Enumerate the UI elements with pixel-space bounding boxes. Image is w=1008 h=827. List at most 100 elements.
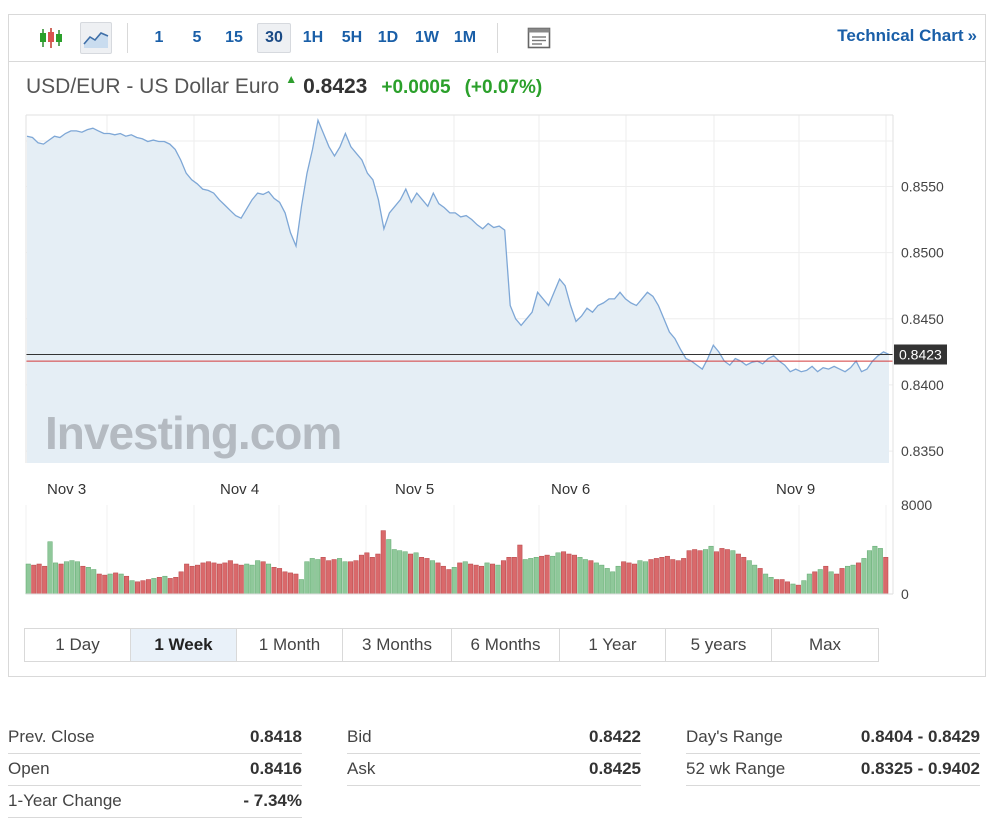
arrow-up-icon: ▲ [285, 72, 298, 86]
volume-bar [479, 565, 485, 595]
volume-bar [113, 572, 119, 595]
interval-button-1w[interactable]: 1W [415, 29, 439, 46]
last-price: 0.8423 [303, 75, 368, 98]
volume-bar [287, 572, 293, 595]
volume-bar [440, 565, 446, 595]
volume-y-tick-label: 8000 [901, 497, 932, 513]
volume-bar [746, 560, 752, 595]
price-chart[interactable]: Investing.com 0.8550 0.8500 0.8450 0.8400 0.8… [9, 15, 985, 615]
volume-bar [544, 554, 550, 595]
volume-bar [686, 550, 692, 595]
volume-bar [610, 571, 616, 595]
area-chart-icon[interactable] [80, 22, 112, 54]
volume-bar [599, 564, 605, 595]
volume-bar [31, 564, 37, 595]
volume-bar [25, 563, 31, 595]
volume-bar [331, 559, 337, 595]
candlestick-icon[interactable] [35, 22, 67, 54]
interval-button-15[interactable]: 15 [225, 29, 243, 46]
volume-bar [845, 565, 851, 595]
stat-label: 1-Year Change [8, 791, 122, 810]
stat-label: Day's Range [686, 727, 783, 746]
volume-bar [42, 565, 48, 595]
technical-chart-link[interactable]: Technical Chart» [837, 26, 977, 46]
volume-bar [577, 557, 583, 595]
panel-icon[interactable] [523, 22, 555, 54]
volume-bar [348, 561, 354, 595]
range-tab-6-months[interactable]: 6 Months [452, 629, 560, 661]
volume-bar [839, 568, 845, 595]
x-tick-label: Nov 9 [776, 481, 815, 498]
interval-button-30[interactable]: 30 [257, 23, 291, 53]
instrument-name: USD/EUR - US Dollar Euro [26, 75, 280, 98]
volume-bar [703, 549, 709, 595]
stat-row: 52 wk Range 0.8325 - 0.9402 [686, 754, 980, 786]
volume-bar [304, 561, 310, 595]
y-tick-label: 0.8350 [901, 443, 944, 459]
volume-bar [642, 561, 648, 595]
stat-label: 52 wk Range [686, 759, 786, 778]
volume-bar [866, 550, 872, 595]
chart-toolbar: 1 5 15 30 1H 5H 1D 1W 1M Technical Chart» [9, 15, 985, 62]
volume-bar [582, 559, 588, 595]
volume-bar [320, 557, 326, 595]
volume-bar [364, 552, 370, 595]
volume-bar [484, 562, 490, 595]
volume-bar [266, 563, 272, 595]
volume-y-tick-label: 0 [901, 586, 909, 602]
volume-bar [555, 552, 561, 595]
volume-bar [189, 565, 195, 595]
range-tab-max[interactable]: Max [808, 635, 842, 654]
volume-bar [604, 568, 610, 595]
volume-bar [134, 581, 140, 595]
volume-bar [69, 560, 75, 595]
stat-row: Bid 0.8422 [347, 722, 641, 754]
volume-bar [462, 561, 468, 595]
volume-bar [500, 560, 506, 595]
volume-bar [47, 541, 53, 595]
volume-bar [386, 539, 392, 595]
interval-button-1[interactable]: 1 [154, 29, 164, 46]
interval-button-1m[interactable]: 1M [453, 29, 477, 46]
volume-bar [293, 573, 299, 595]
volume-bar [380, 530, 386, 595]
stat-row: Day's Range 0.8404 - 0.8429 [686, 722, 980, 754]
interval-button-1h[interactable]: 1H [302, 29, 324, 46]
range-tab-3-months[interactable]: 3 Months [343, 629, 452, 661]
volume-bar [260, 561, 266, 595]
stat-label: Prev. Close [8, 727, 95, 746]
stat-label: Open [8, 759, 50, 778]
volume-bar [724, 549, 730, 595]
volume-bar [337, 558, 343, 595]
volume-bar [156, 577, 162, 595]
stat-value: 0.8418 [250, 727, 302, 746]
volume-bar [167, 578, 173, 595]
stat-row: 1-Year Change - 7.34% [8, 786, 302, 818]
range-tab-5-years[interactable]: 5 years [666, 629, 772, 661]
toolbar-divider [497, 23, 498, 53]
interval-button-5[interactable]: 5 [192, 29, 202, 46]
volume-bar [195, 564, 201, 595]
volume-bar [446, 569, 452, 595]
interval-button-5h[interactable]: 5H [341, 29, 363, 46]
volume-bar [621, 561, 627, 595]
range-tab-1-week[interactable]: 1 Week [131, 629, 237, 661]
range-tab-1-month[interactable]: 1 Month [237, 629, 343, 661]
volume-bar [36, 563, 42, 595]
y-tick-label: 0.8450 [901, 311, 944, 327]
volume-bar [774, 579, 780, 595]
volume-bar [670, 559, 676, 595]
volume-bar [298, 579, 304, 595]
range-tab-1-year[interactable]: 1 Year [560, 629, 666, 661]
volume-bar [626, 562, 632, 595]
x-tick-label: Nov 3 [47, 481, 86, 498]
interval-button-1d[interactable]: 1D [377, 29, 399, 46]
volume-bar [790, 583, 796, 595]
volume-bar [173, 577, 179, 595]
x-tick-label: Nov 6 [551, 481, 590, 498]
volume-bar [653, 558, 659, 595]
range-tab-1-day[interactable]: 1 Day [25, 629, 131, 661]
volume-bar [249, 564, 255, 595]
volume-bar [151, 578, 157, 595]
volume-bar [315, 559, 321, 595]
